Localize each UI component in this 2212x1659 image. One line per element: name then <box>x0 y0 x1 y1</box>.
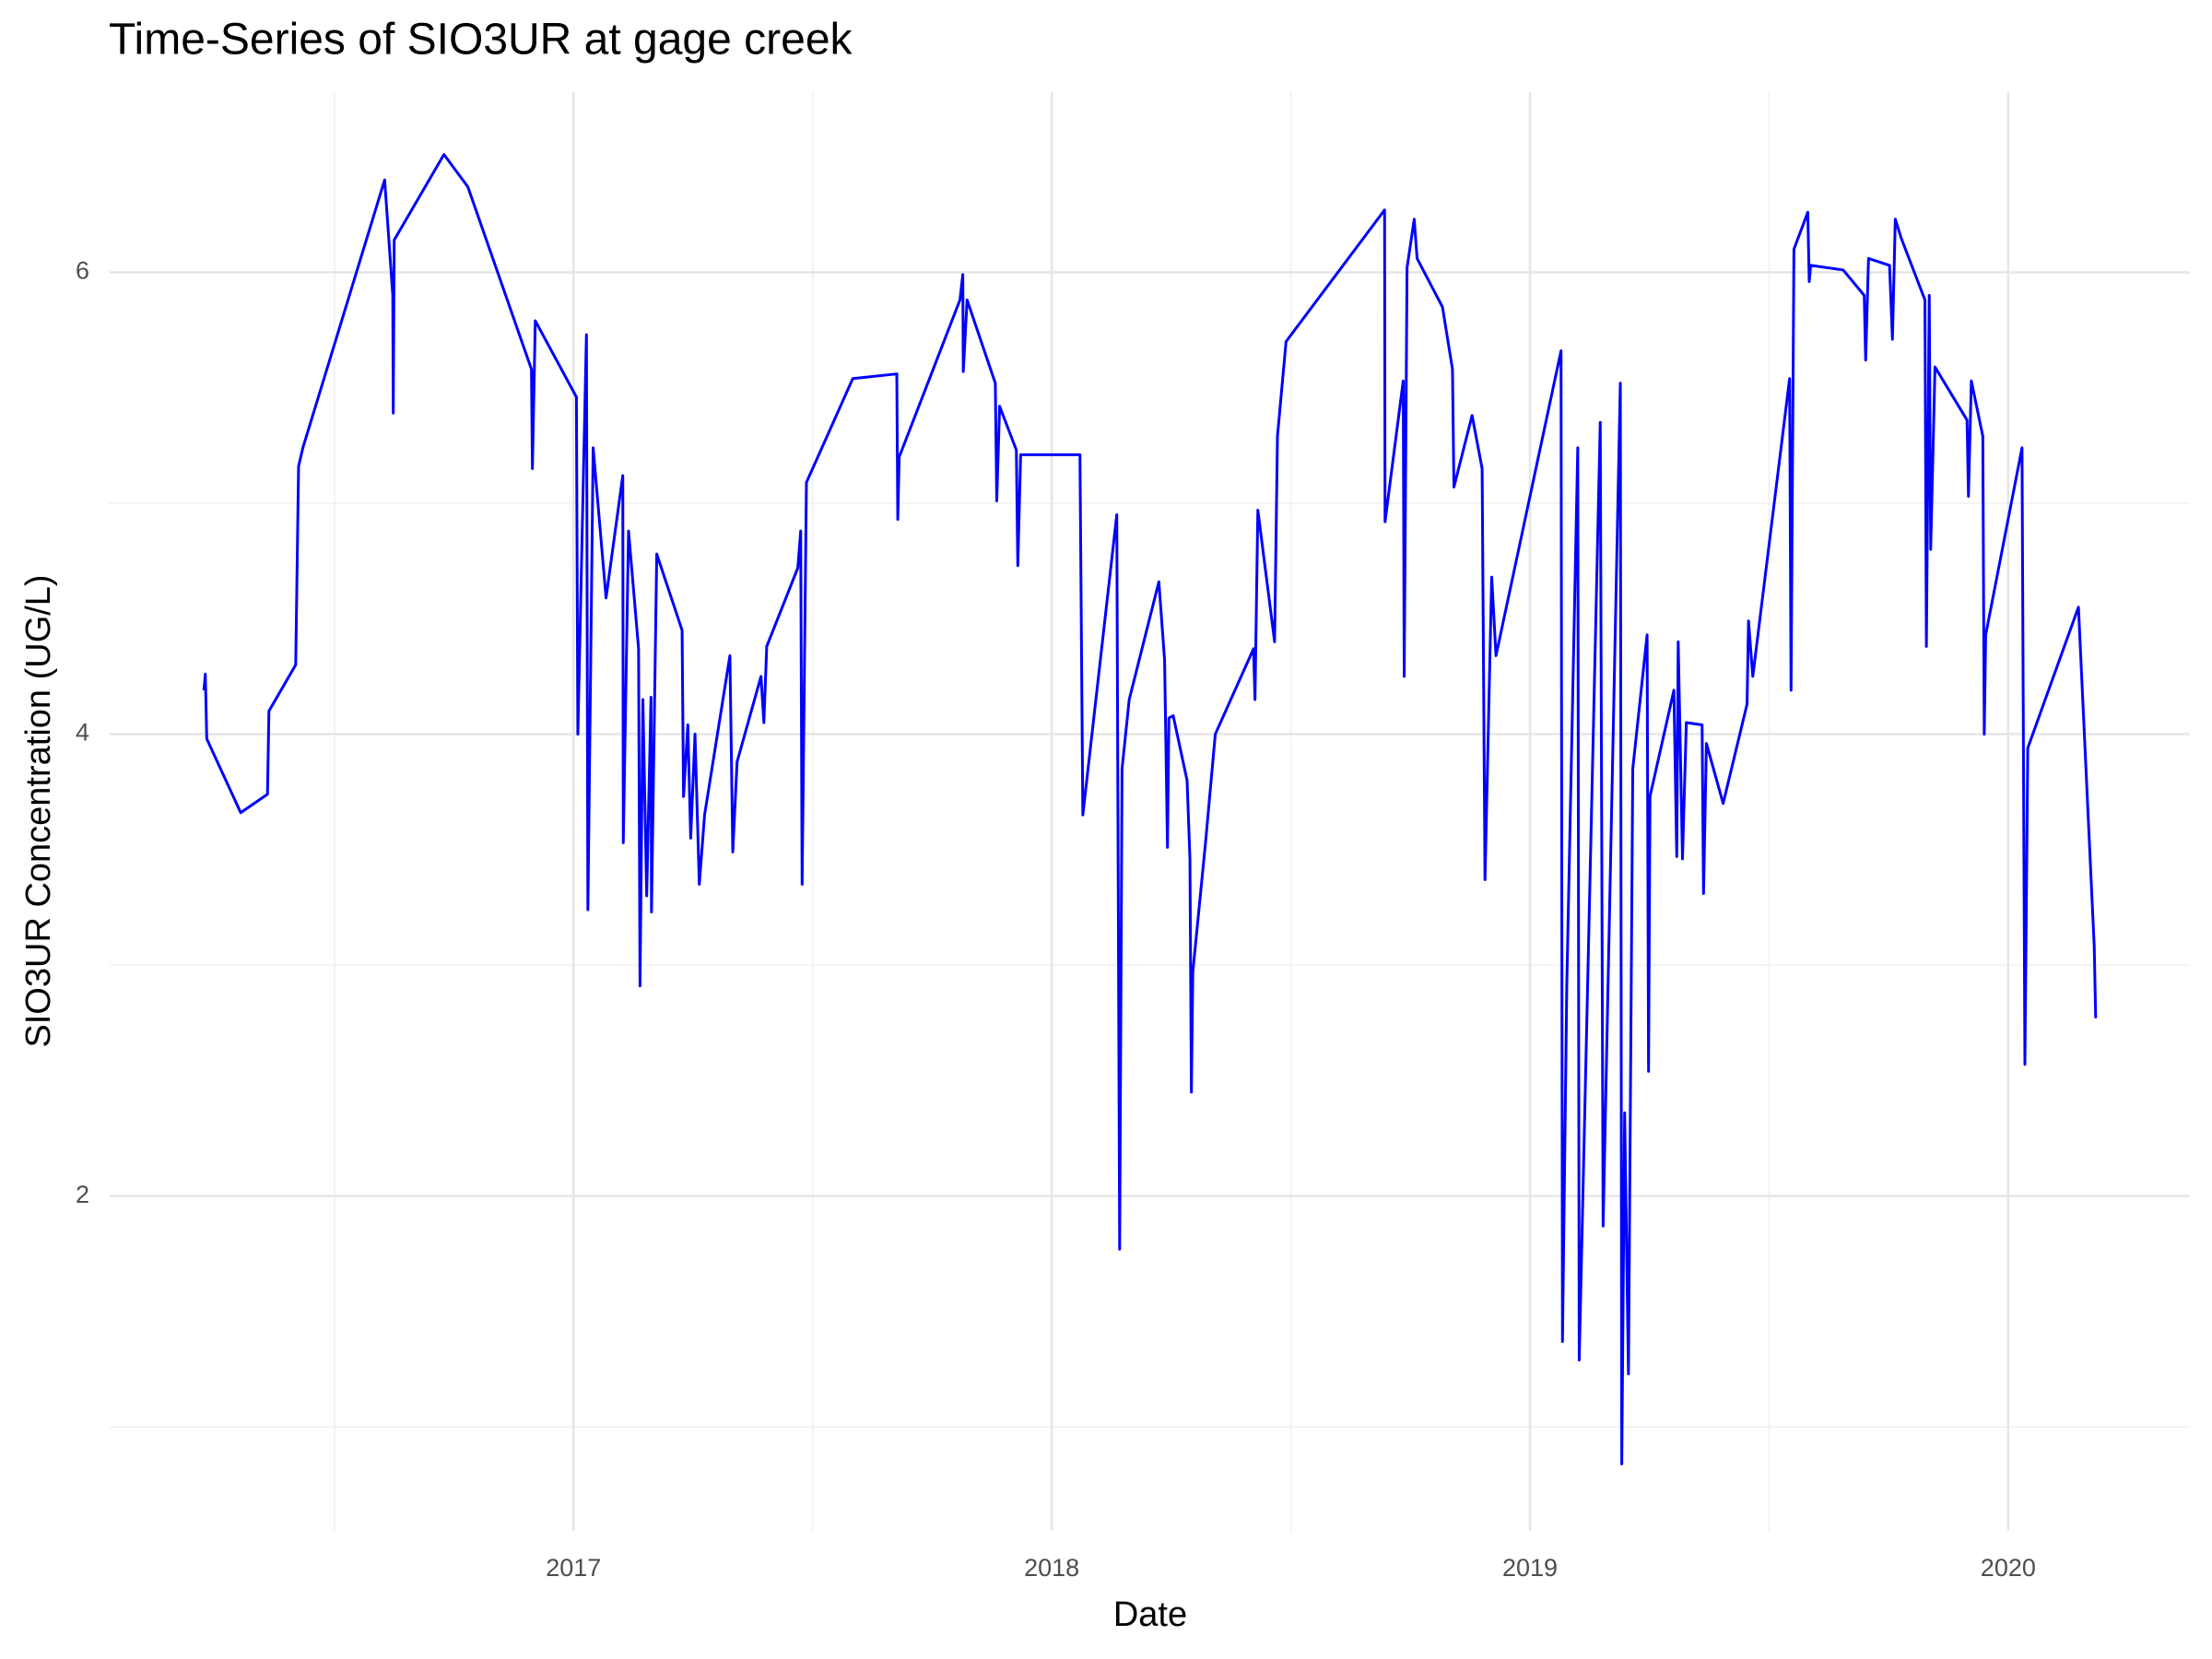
x-tick-label: 2017 <box>546 1554 601 1582</box>
grid <box>110 92 2190 1531</box>
x-tick-label: 2019 <box>1502 1554 1558 1582</box>
marks <box>202 153 2098 1465</box>
x-axis-title: Date <box>1113 1595 1187 1634</box>
x-tick-label: 2020 <box>1981 1554 2036 1582</box>
y-tick-label: 6 <box>76 257 89 285</box>
x-tick-label: 2018 <box>1024 1554 1079 1582</box>
data-line <box>202 153 2098 1465</box>
y-axis-title: SIO3UR Concentration (UG/L) <box>19 574 58 1047</box>
y-tick-label: 4 <box>76 719 89 747</box>
y-tick-label: 2 <box>76 1181 89 1208</box>
chart-title: Time-Series of SIO3UR at gage creek <box>109 16 853 65</box>
